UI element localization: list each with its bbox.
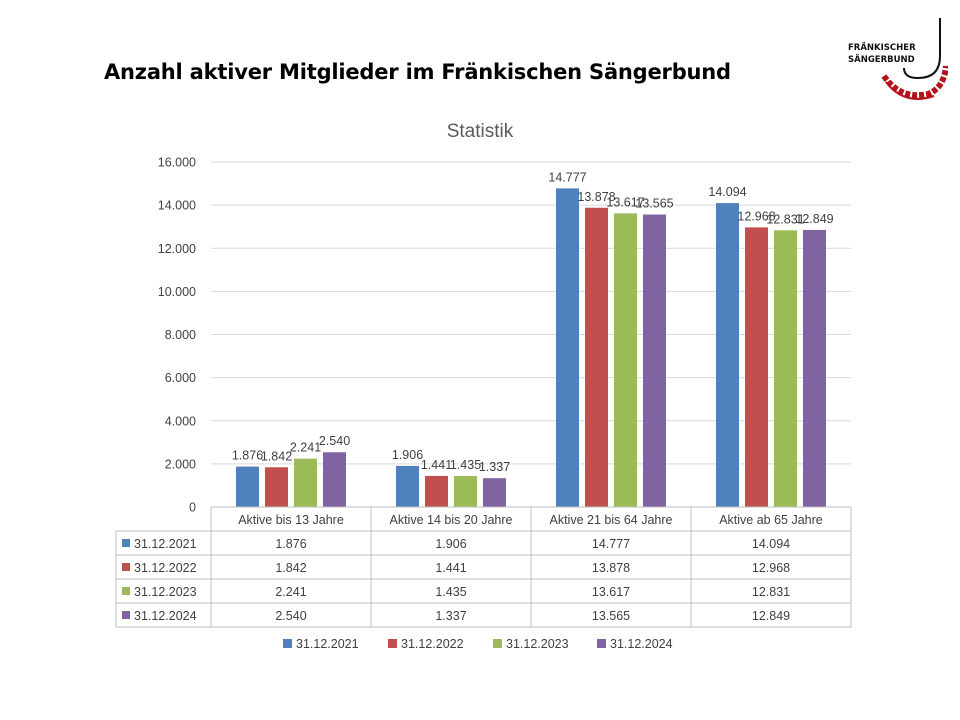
category-label: Aktive ab 65 Jahre	[719, 513, 823, 527]
bar	[236, 466, 259, 507]
data-label: 1.876	[232, 449, 263, 463]
data-label: 1.441	[421, 458, 452, 472]
data-label: 12.831	[766, 212, 804, 226]
table-legend-key	[122, 587, 130, 595]
y-tick-label: 10.000	[158, 285, 196, 299]
data-label: 2.241	[290, 441, 321, 455]
data-label: 13.878	[577, 190, 615, 204]
bar	[294, 458, 317, 507]
bar	[745, 227, 768, 507]
data-label: 1.435	[450, 458, 481, 472]
table-cell: 13.617	[592, 585, 630, 599]
data-label: 1.906	[392, 448, 423, 462]
data-label: 12.849	[795, 212, 833, 226]
legend-swatch	[388, 639, 397, 648]
category-label: Aktive bis 13 Jahre	[238, 513, 344, 527]
table-series-name: 31.12.2021	[134, 537, 197, 551]
bar	[716, 203, 739, 507]
bar	[614, 213, 637, 508]
logo-line2: SÄNGERBUND	[848, 55, 915, 65]
data-label: 1.337	[479, 460, 510, 474]
category-label: Aktive 14 bis 20 Jahre	[390, 513, 513, 527]
table-cell: 1.842	[275, 561, 306, 575]
bar	[643, 214, 666, 507]
bar	[454, 476, 477, 507]
legend-label: 31.12.2021	[296, 637, 359, 651]
chart-title: Statistik	[447, 121, 514, 142]
table-cell: 12.849	[752, 609, 790, 623]
table-cell: 14.094	[752, 537, 790, 551]
y-tick-label: 14.000	[158, 199, 196, 213]
legend-swatch	[283, 639, 292, 648]
bar	[265, 467, 288, 507]
y-tick-label: 16.000	[158, 156, 196, 170]
data-label: 2.540	[319, 434, 350, 448]
table-legend-key	[122, 563, 130, 571]
table-cell: 1.876	[275, 537, 306, 551]
legend-label: 31.12.2022	[401, 637, 464, 651]
logo-line1: FRÄNKISCHER	[848, 43, 916, 53]
data-label: 14.094	[708, 185, 746, 199]
table-cell: 12.968	[752, 561, 790, 575]
bar	[425, 475, 448, 507]
logo-emblem-icon	[881, 18, 948, 100]
legend-swatch	[597, 639, 606, 648]
table-series-name: 31.12.2023	[134, 585, 197, 599]
table-cell: 12.831	[752, 585, 790, 599]
y-tick-label: 2.000	[165, 457, 196, 471]
logo: FRÄNKISCHER SÄNGERBUND	[848, 16, 948, 108]
table-legend-key	[122, 539, 130, 547]
table-cell: 2.241	[275, 585, 306, 599]
data-label: 1.842	[261, 449, 292, 463]
table-cell: 1.435	[435, 585, 466, 599]
bar	[585, 207, 608, 508]
category-label: Aktive 21 bis 64 Jahre	[550, 513, 673, 527]
table-cell: 1.441	[435, 561, 466, 575]
data-label: 13.565	[635, 197, 673, 211]
table-series-name: 31.12.2022	[134, 561, 197, 575]
legend-swatch	[493, 639, 502, 648]
data-label: 13.617	[606, 195, 644, 209]
table-cell: 13.565	[592, 609, 630, 623]
data-label: 14.777	[548, 170, 586, 184]
table-series-name: 31.12.2024	[134, 609, 197, 623]
y-tick-label: 0	[189, 501, 196, 515]
bar	[396, 465, 419, 507]
bar	[483, 478, 506, 507]
slide-title: Anzahl aktiver Mitglieder im Fränkischen…	[104, 60, 731, 84]
table-cell: 1.906	[435, 537, 466, 551]
bar	[323, 452, 346, 507]
table-cell: 2.540	[275, 609, 306, 623]
bar	[774, 230, 797, 508]
y-tick-label: 12.000	[158, 242, 196, 256]
legend-label: 31.12.2023	[506, 637, 569, 651]
table-legend-key	[122, 611, 130, 619]
y-tick-label: 8.000	[165, 328, 196, 342]
table-cell: 14.777	[592, 537, 630, 551]
data-label: 12.968	[737, 209, 775, 223]
bar	[803, 229, 826, 508]
y-tick-label: 4.000	[165, 414, 196, 428]
legend-label: 31.12.2024	[610, 637, 673, 651]
bar	[556, 188, 579, 507]
y-tick-label: 6.000	[165, 371, 196, 385]
table-cell: 13.878	[592, 561, 630, 575]
table-cell: 1.337	[435, 609, 466, 623]
